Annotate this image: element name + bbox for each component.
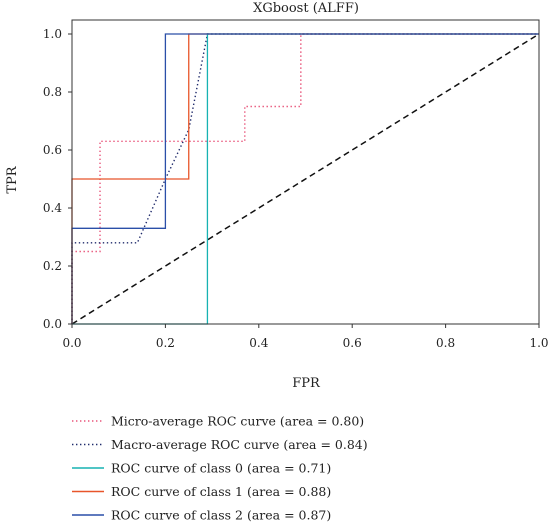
legend-label-4: ROC curve of class 2 (area = 0.87): [111, 508, 331, 523]
legend-label-2: ROC curve of class 0 (area = 0.71): [111, 461, 331, 476]
series-layer: [71, 33, 540, 325]
x-tick-label-2: 0.4: [249, 336, 268, 350]
x-tick-label-1: 0.2: [156, 336, 175, 350]
legend-label-3: ROC curve of class 1 (area = 0.88): [111, 484, 331, 499]
legend-label-1: Macro-average ROC curve (area = 0.84): [111, 437, 368, 452]
y-tick-label-5: 1.0: [43, 27, 62, 41]
y-axis-label: TPR: [5, 165, 20, 193]
x-ticks: 0.0 0.2 0.4 0.6 0.8 1.0: [62, 324, 548, 350]
plot-frame: [71, 19, 540, 325]
y-tick-label-1: 0.2: [43, 259, 62, 273]
x-tick-label-0: 0.0: [62, 336, 81, 350]
x-tick-label-4: 0.8: [436, 336, 455, 350]
y-tick-label-0: 0.0: [43, 317, 62, 331]
x-tick-label-5: 1.0: [529, 336, 548, 350]
reference-diagonal-line: [71, 33, 540, 325]
y-ticks: 0.0 0.2 0.4 0.6 0.8 1.0: [43, 27, 72, 331]
x-tick-label-3: 0.6: [343, 336, 362, 350]
legend-label-0: Micro-average ROC curve (area = 0.80): [111, 414, 364, 429]
chart-title: XGboost (ALFF): [253, 1, 359, 16]
legend: Micro-average ROC curve (area = 0.80) Mac…: [72, 414, 368, 523]
y-tick-label-3: 0.6: [43, 143, 62, 157]
y-tick-label-2: 0.4: [43, 201, 62, 215]
y-tick-label-4: 0.8: [43, 85, 62, 99]
x-axis-label: FPR: [292, 376, 321, 391]
